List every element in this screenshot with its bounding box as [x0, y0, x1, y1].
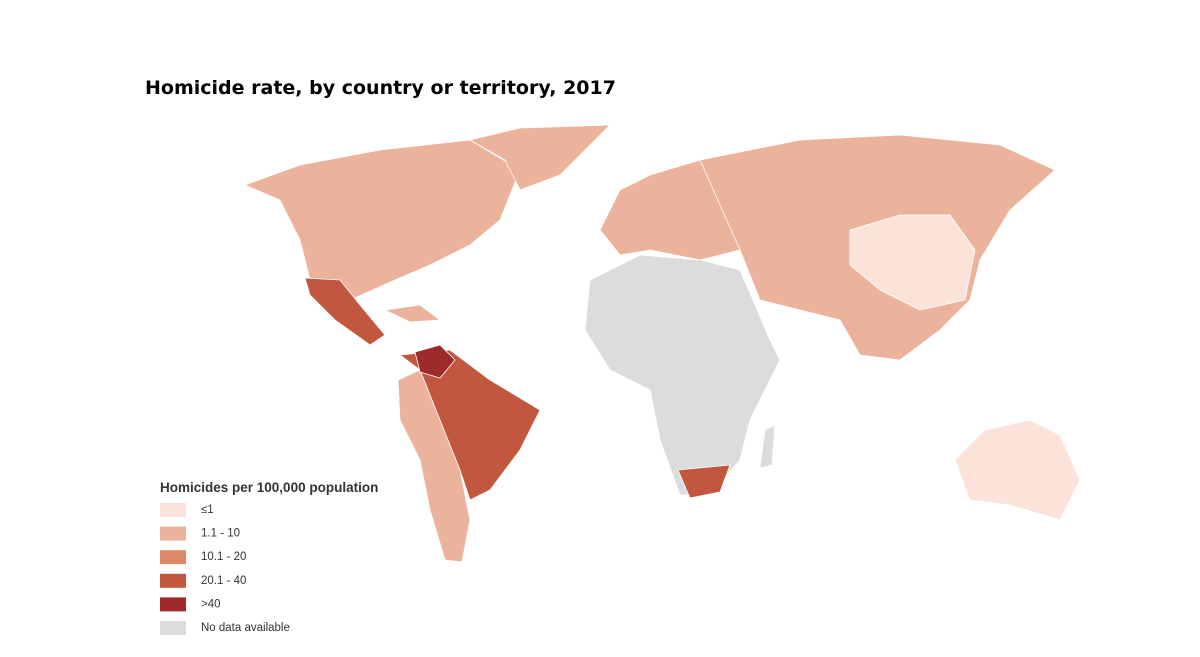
legend-title: Homicides per 100,000 population	[160, 480, 378, 495]
legend-swatch	[160, 503, 186, 517]
map-title: Homicide rate, by country or territory, …	[145, 77, 616, 99]
caribbean	[383, 304, 442, 323]
legend-swatch	[160, 526, 186, 541]
legend-swatch	[160, 597, 186, 612]
north-america	[243, 139, 521, 301]
legend-label: >40	[201, 598, 221, 610]
legend-label: ≤1	[201, 504, 214, 516]
legend-label: 10.1 - 20	[201, 551, 246, 563]
legend-swatch	[160, 550, 186, 565]
world-map	[243, 124, 1081, 563]
south-africa	[677, 464, 731, 499]
australia	[954, 419, 1081, 521]
africa	[584, 254, 781, 496]
legend-swatch	[160, 573, 186, 588]
brazil-colombia	[398, 349, 541, 501]
venezuela	[414, 344, 456, 379]
legend: Homicides per 100,000 population ≤1 1.1 -…	[160, 480, 378, 635]
legend-label: 20.1 - 40	[201, 575, 246, 587]
legend-label: No data available	[201, 622, 290, 634]
legend-label: 1.1 - 10	[201, 528, 240, 540]
greenland	[468, 124, 611, 191]
mexico-central-america	[304, 277, 386, 346]
madagascar	[759, 424, 776, 469]
legend-swatch	[160, 621, 186, 635]
china	[849, 214, 976, 311]
